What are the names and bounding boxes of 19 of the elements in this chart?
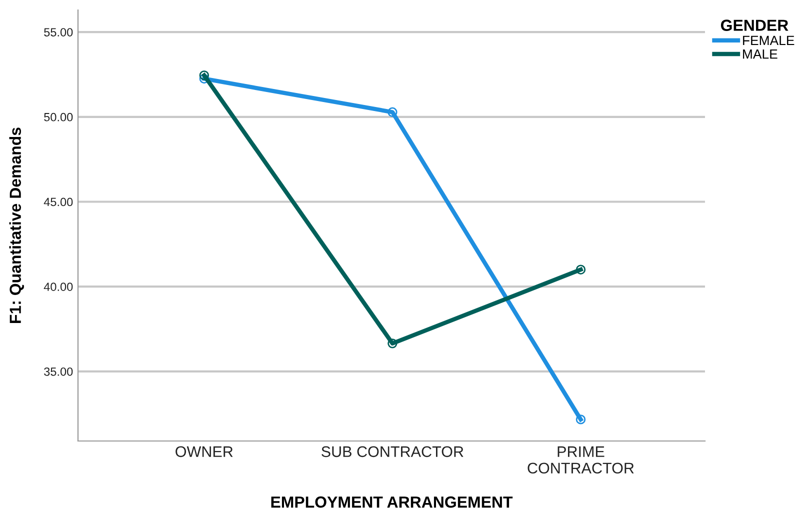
y-tick-label: 50.00 bbox=[44, 112, 73, 122]
y-tick-label: 45.00 bbox=[44, 198, 73, 206]
y-axis-title: F1: Quantitative Demands bbox=[9, 128, 24, 323]
y-tick-label: 35.00 bbox=[44, 367, 73, 376]
x-tick-label: SUB CONTRACTOR bbox=[322, 446, 464, 458]
legend-title: GENDER bbox=[720, 20, 788, 31]
x-axis-title: EMPLOYMENT ARRANGEMENT bbox=[271, 496, 513, 508]
x-tick-label: PRIME CONTRACTOR bbox=[528, 446, 634, 474]
point bbox=[199, 70, 210, 80]
point bbox=[199, 74, 210, 84]
y-tick-label: 40.00 bbox=[44, 282, 73, 291]
point bbox=[576, 264, 586, 274]
legend-label: MALE bbox=[743, 50, 778, 59]
point bbox=[388, 107, 398, 118]
legend-label: FEMALE bbox=[743, 36, 794, 46]
point bbox=[388, 338, 398, 348]
point bbox=[576, 414, 586, 424]
y-tick-label: 55.00 bbox=[44, 28, 73, 36]
x-tick-label: OWNER bbox=[176, 446, 233, 458]
